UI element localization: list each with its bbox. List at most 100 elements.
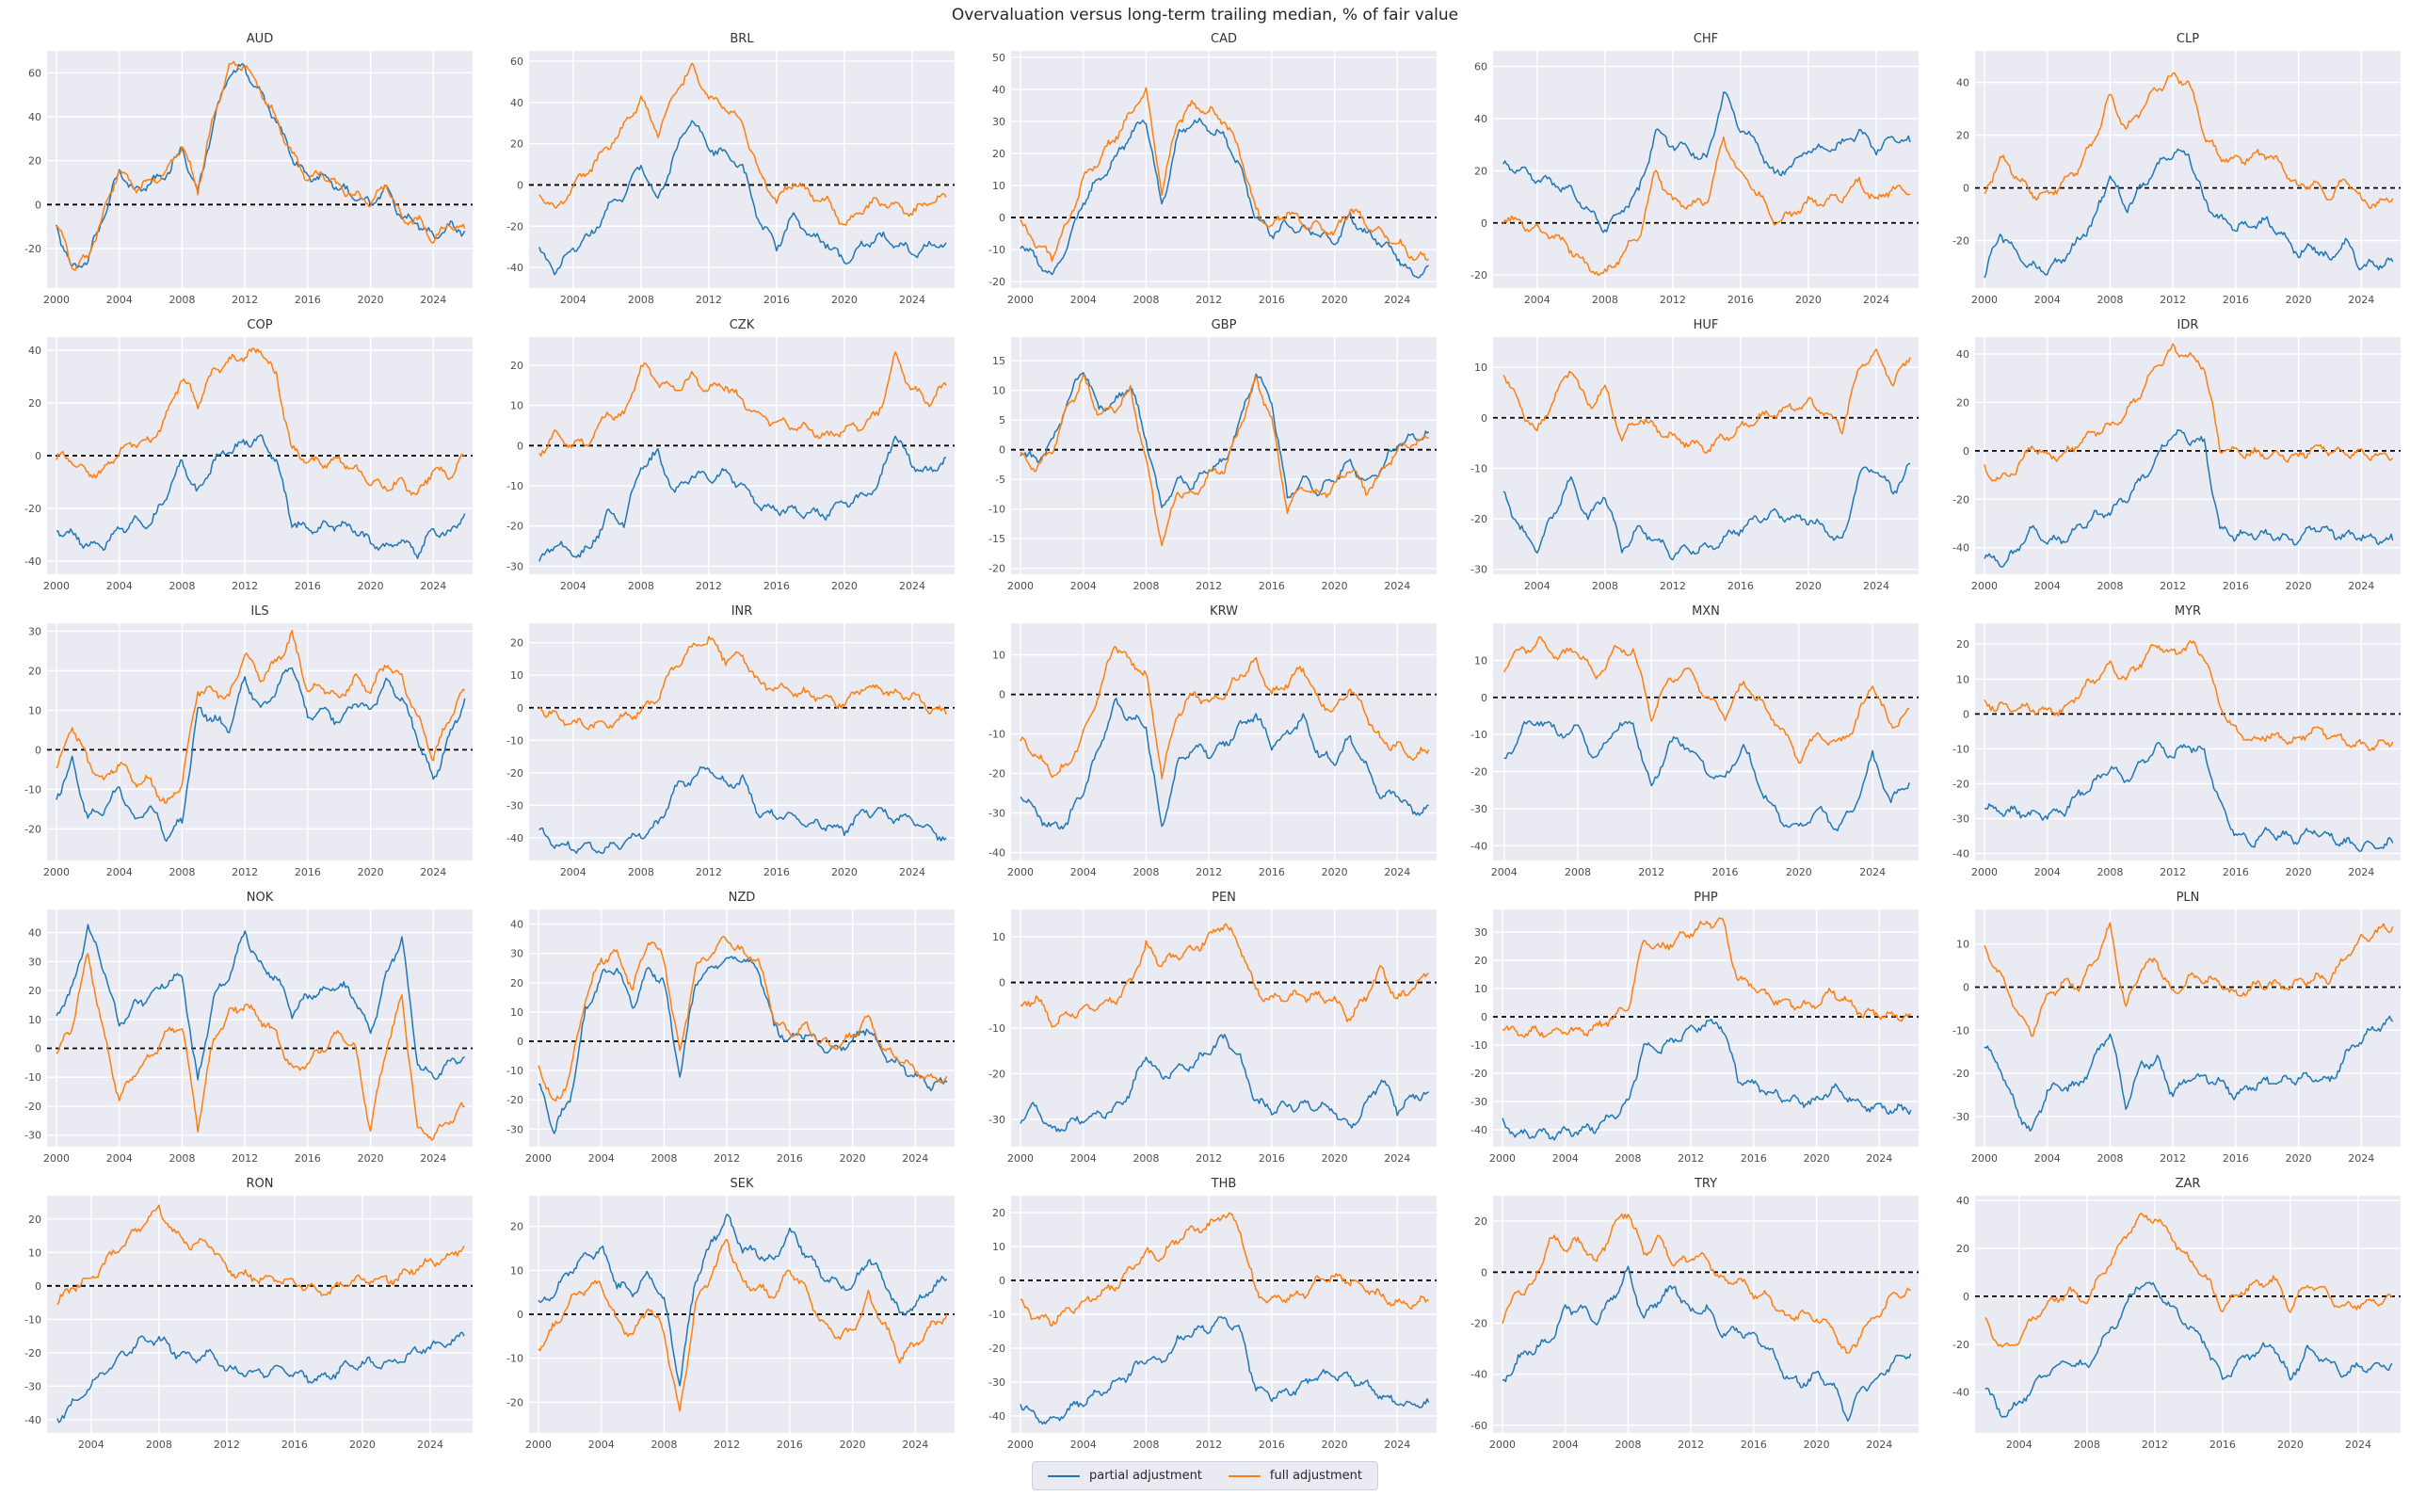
y-tick-label: -20 xyxy=(24,1347,41,1359)
x-tick-label: 2008 xyxy=(628,294,654,306)
partial-adjustment-series-CHF xyxy=(1502,91,1911,233)
y-tick-label: -20 xyxy=(988,563,1005,575)
y-tick-label: 10 xyxy=(510,1006,523,1019)
y-tick-label: -30 xyxy=(1470,1096,1487,1108)
x-tick-label: 2008 xyxy=(2097,1152,2123,1165)
x-tick-label: 2020 xyxy=(1322,294,1348,306)
x-tick-label: 2008 xyxy=(1615,1152,1641,1165)
y-tick-label: -20 xyxy=(988,768,1005,780)
full-adjustment-series-RON xyxy=(56,1204,465,1306)
x-tick-label: 2016 xyxy=(1259,1152,1285,1165)
x-tick-label: 2012 xyxy=(2160,866,2186,878)
x-tick-label: 2004 xyxy=(588,1152,615,1165)
legend-item-full: full adjustment xyxy=(1228,1469,1362,1483)
x-tick-label: 2008 xyxy=(1615,1439,1641,1451)
full-adjustment-series-CHF xyxy=(1502,136,1911,277)
x-tick-label: 2024 xyxy=(1384,580,1410,592)
y-tick-label: 20 xyxy=(28,397,41,410)
x-tick-label: 2016 xyxy=(2223,294,2249,306)
subplot-BRL: BRL 60 40 20 0 -20 -40 2004 2008 2012 2016 2020 2024 xyxy=(482,28,964,314)
y-tick-label: 40 xyxy=(28,345,41,357)
x-tick-label: 2016 xyxy=(777,1152,803,1165)
legend-item-partial: partial adjustment xyxy=(1047,1469,1202,1483)
y-tick-label: 20 xyxy=(510,977,523,989)
x-tick-label: 2008 xyxy=(1133,866,1159,878)
x-tick-label: 2008 xyxy=(2097,294,2123,306)
x-tick-label: 2008 xyxy=(1592,294,1618,306)
partial-adjustment-series-THB xyxy=(1020,1315,1430,1425)
x-tick-label: 2016 xyxy=(1727,580,1754,592)
x-tick-label: 2024 xyxy=(1866,1439,1892,1451)
legend-box: partial adjustment full adjustment xyxy=(1031,1461,1379,1490)
x-tick-label: 2000 xyxy=(43,580,70,592)
y-tick-label: -40 xyxy=(1952,848,1969,861)
chart-canvas-PEN: PEN 10 0 -10 -20 -30 2000 2004 2008 2012 2016 2020 2… xyxy=(988,891,1437,1165)
y-tick-label: 20 xyxy=(1956,638,1969,651)
x-tick-label: 2004 xyxy=(78,1439,104,1451)
y-tick-label: 20 xyxy=(1956,396,1969,409)
x-tick-label: 2000 xyxy=(1971,294,1998,306)
x-tick-label: 2012 xyxy=(696,866,722,878)
y-tick-label: -40 xyxy=(24,555,41,568)
subplot-IDR: IDR 40 20 0 -20 -40 2000 2004 2008 2012 2016 2020 20… xyxy=(1928,314,2410,601)
x-tick-label: 2000 xyxy=(1007,866,1034,878)
subplot-title-ZAR: ZAR xyxy=(2176,1177,2201,1191)
y-tick-label: 60 xyxy=(510,56,523,68)
partial-adjustment-series-PHP xyxy=(1502,1018,1912,1141)
x-tick-label: 2024 xyxy=(2348,866,2374,878)
x-tick-label: 2012 xyxy=(232,580,258,592)
subplot-AUD: AUD 60 40 20 0 -20 2000 2004 2008 2012 2016 2020 202… xyxy=(0,28,482,314)
partial-adjustment-series-CZK xyxy=(538,435,947,562)
x-tick-label: 2020 xyxy=(358,1152,384,1165)
subplot-title-CLP: CLP xyxy=(2177,32,2199,46)
y-tick-label: 40 xyxy=(992,84,1005,96)
y-tick-label: -20 xyxy=(988,1068,1005,1080)
x-tick-label: 2004 xyxy=(1491,866,1518,878)
y-tick-label: 10 xyxy=(1956,939,1969,951)
x-tick-label: 2016 xyxy=(295,580,321,592)
full-adjustment-series-THB xyxy=(1020,1212,1430,1327)
y-tick-label: -30 xyxy=(506,560,523,572)
chart-canvas-IDR: IDR 40 20 0 -20 -40 2000 2004 2008 2012 2016 2020 20… xyxy=(1952,318,2401,592)
full-adjustment-series-MXN xyxy=(1503,635,1910,764)
subplot-COP: COP 40 20 0 -20 -40 2000 2004 2008 2012 2016 2020 20… xyxy=(0,314,482,601)
y-tick-label: 5 xyxy=(999,414,1005,426)
y-tick-label: 10 xyxy=(28,704,41,716)
subplot-title-AUD: AUD xyxy=(247,32,273,46)
x-tick-label: 2024 xyxy=(1863,294,1889,306)
x-tick-label: 2004 xyxy=(1070,866,1097,878)
x-tick-label: 2016 xyxy=(763,866,790,878)
x-tick-label: 2008 xyxy=(1565,866,1591,878)
chart-canvas-CLP: CLP 40 20 0 -20 2000 2004 2008 2012 2016 2020 2024 xyxy=(1952,32,2401,306)
x-tick-label: 2012 xyxy=(232,1152,258,1165)
y-tick-label: 20 xyxy=(992,1207,1005,1219)
x-tick-label: 2008 xyxy=(169,1152,195,1165)
y-tick-label: 0 xyxy=(35,199,41,211)
x-tick-label: 2008 xyxy=(1133,1152,1159,1165)
x-tick-label: 2016 xyxy=(777,1439,803,1451)
y-tick-label: -20 xyxy=(1952,1068,1969,1080)
y-tick-label: 10 xyxy=(1956,673,1969,685)
x-tick-label: 2016 xyxy=(1712,866,1739,878)
y-tick-label: 30 xyxy=(992,116,1005,128)
x-tick-label: 2024 xyxy=(899,580,925,592)
chart-canvas-CHF: CHF 60 40 20 0 -20 2004 2008 2012 2016 2020 2024 xyxy=(1470,32,1919,306)
x-tick-label: 2020 xyxy=(1322,1439,1348,1451)
full-adjustment-series-COP xyxy=(56,346,465,496)
subplot-title-PLN: PLN xyxy=(2177,891,2200,905)
x-tick-label: 2024 xyxy=(1384,1152,1410,1165)
x-tick-label: 2020 xyxy=(1786,866,1812,878)
y-tick-label: -10 xyxy=(1952,1024,1969,1037)
y-tick-label: -20 xyxy=(1470,766,1487,779)
y-tick-label: 0 xyxy=(1963,708,1969,720)
subplot-title-KRW: KRW xyxy=(1210,604,1238,619)
subplot-title-PHP: PHP xyxy=(1694,891,1718,905)
partial-adjustment-series-PEN xyxy=(1020,1034,1430,1133)
partial-adjustment-series-INR xyxy=(538,765,947,854)
partial-adjustment-series-GBP xyxy=(1020,372,1430,508)
subplot-CLP: CLP 40 20 0 -20 2000 2004 2008 2012 2016 2020 2024 xyxy=(1928,28,2410,314)
y-tick-label: 10 xyxy=(1474,983,1487,995)
y-tick-label: 0 xyxy=(35,1043,41,1055)
y-tick-label: 30 xyxy=(1474,926,1487,939)
